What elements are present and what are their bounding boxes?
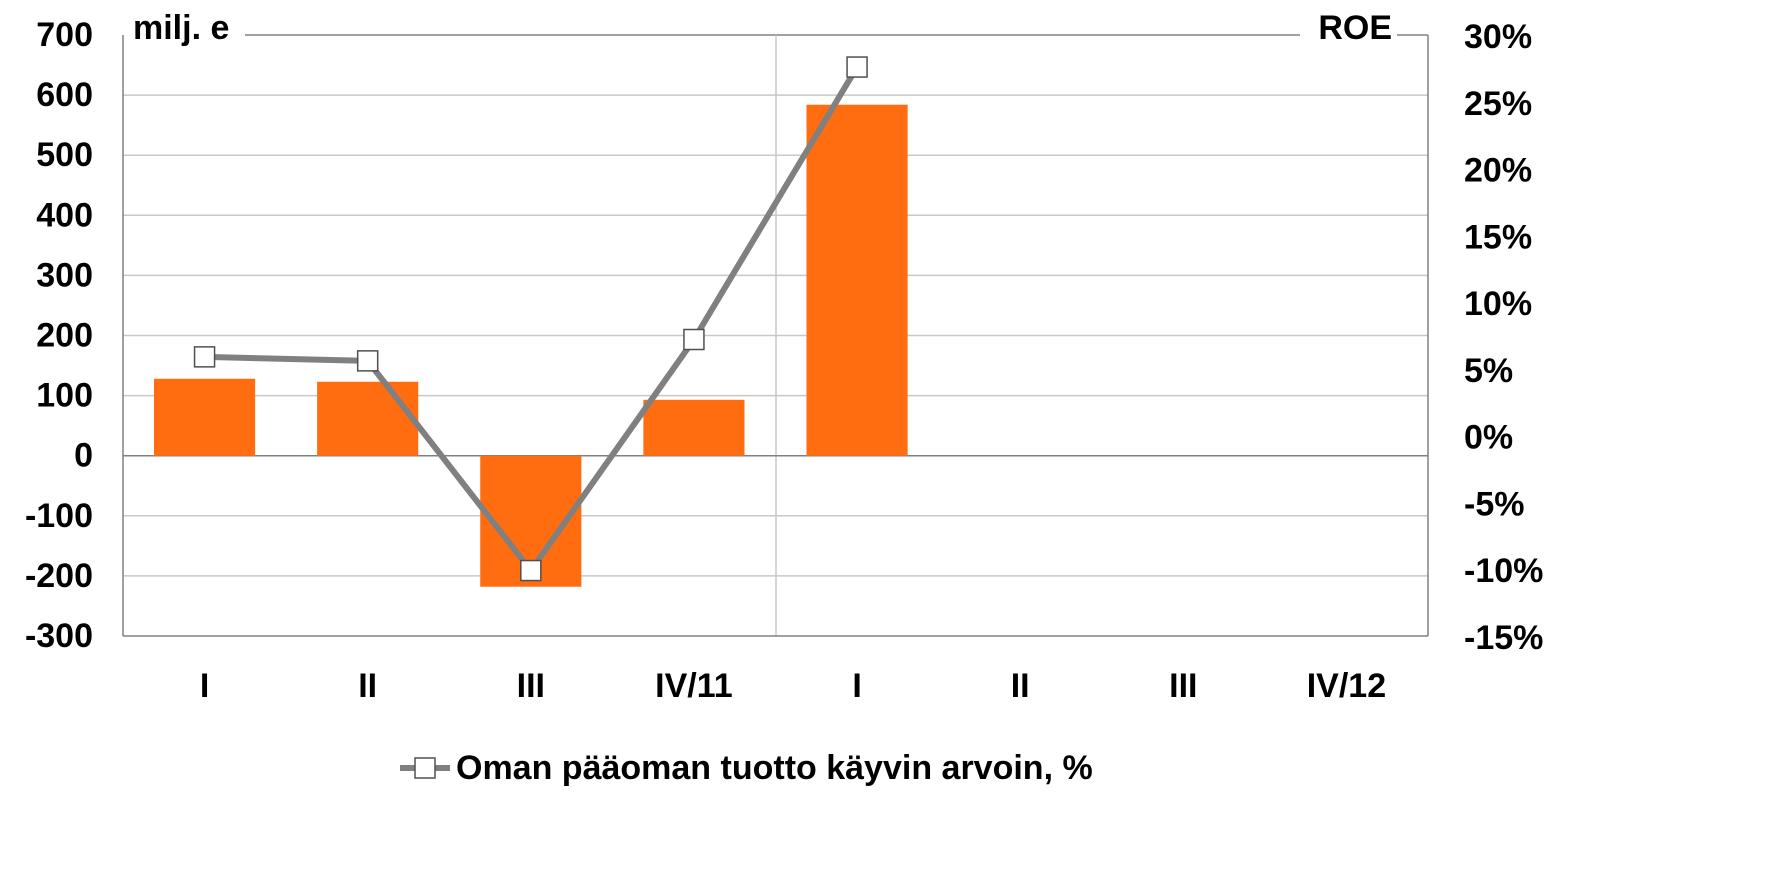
y2-tick-label: -10% <box>1464 552 1543 590</box>
x-tick-label: II <box>358 667 377 705</box>
y-tick-label: 500 <box>36 136 93 174</box>
y-tick-label: -300 <box>25 617 93 655</box>
roe-marker <box>846 56 868 78</box>
y-tick-label: -100 <box>25 497 93 535</box>
y2-tick-label: -5% <box>1464 485 1524 523</box>
y2-tick-label: 25% <box>1464 85 1532 123</box>
y-tick-label: -200 <box>25 557 93 595</box>
roe-marker <box>520 559 542 582</box>
y-tick-label: 300 <box>36 256 93 294</box>
y2-tick-label: 30% <box>1464 18 1532 56</box>
y2-axis-label: ROE <box>1318 9 1392 47</box>
bar <box>153 378 256 456</box>
y2-tick-label: 20% <box>1464 152 1532 190</box>
x-tick-label: II <box>1011 667 1030 705</box>
y-tick-label: 200 <box>36 316 93 354</box>
y-tick-label: 400 <box>36 196 93 234</box>
x-tick-label: I <box>852 667 861 705</box>
roe-marker <box>193 346 216 368</box>
roe-marker <box>683 328 705 351</box>
y-axis-label: milj. e <box>133 9 229 47</box>
y2-tick-label: 15% <box>1464 218 1532 256</box>
roe-marker <box>356 350 379 372</box>
x-tick-label: I <box>200 667 209 705</box>
bar <box>643 399 745 456</box>
y-tick-label: 700 <box>36 16 93 54</box>
y2-tick-label: 10% <box>1464 285 1532 323</box>
bar <box>317 381 419 456</box>
y-tick-label: 100 <box>36 377 93 415</box>
x-tick-label: III <box>1169 667 1197 705</box>
x-tick-label: IV/11 <box>655 667 733 705</box>
x-tick-label: III <box>517 667 545 705</box>
legend-marker <box>414 757 436 779</box>
y2-tick-label: 5% <box>1464 352 1513 390</box>
bar <box>806 104 908 456</box>
legend-label: Oman pääoman tuotto käyvin arvoin, % <box>456 749 1093 787</box>
y2-tick-label: -15% <box>1464 619 1543 657</box>
y-tick-label: 0 <box>74 437 93 475</box>
y-tick-label: 600 <box>36 76 93 114</box>
x-tick-label: IV/12 <box>1307 667 1386 705</box>
y2-tick-label: 0% <box>1464 419 1513 457</box>
